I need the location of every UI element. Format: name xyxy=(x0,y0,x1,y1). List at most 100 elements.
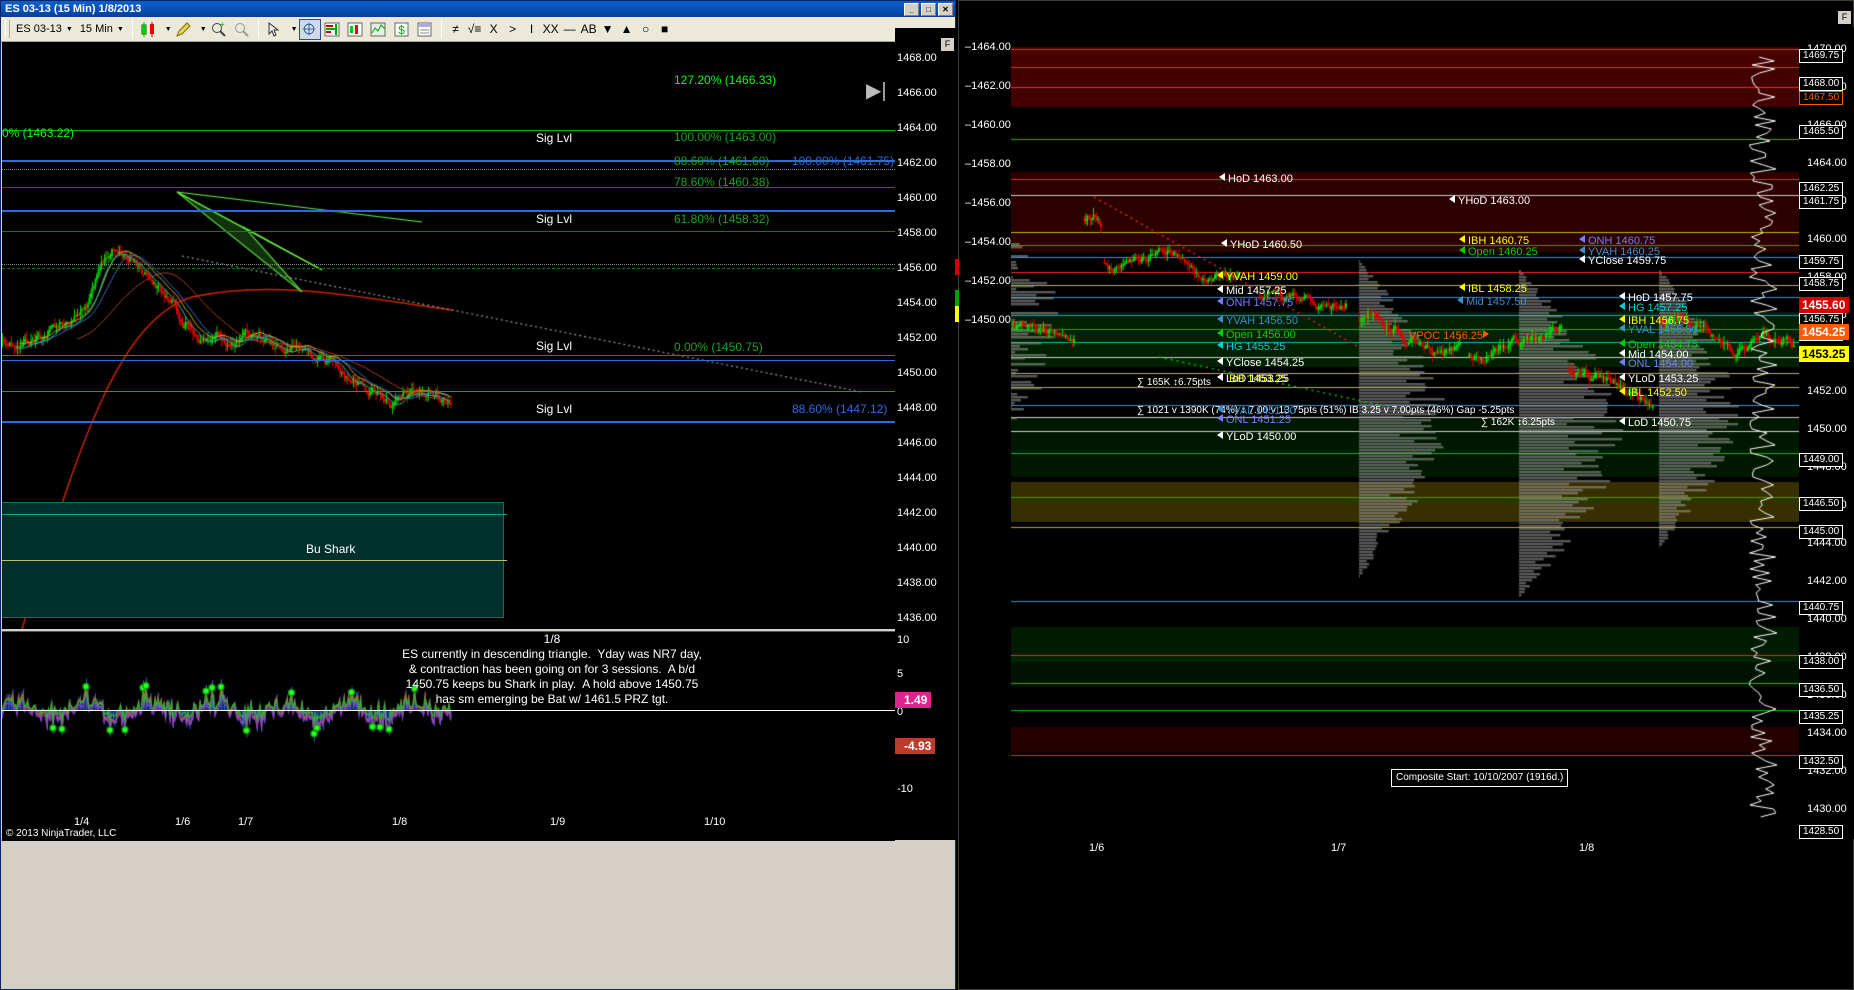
volume-stats-mid: ∑ 165K ↕6.75pts xyxy=(1137,377,1211,389)
crosshair-icon[interactable] xyxy=(299,19,321,40)
maximize-button[interactable]: □ xyxy=(921,3,936,16)
level-box: 1459.75 xyxy=(1799,255,1843,269)
tool-triangle-up-icon[interactable]: ▲ xyxy=(618,22,636,36)
volume-stats-right: ∑ 162K ↕6.25pts xyxy=(1481,417,1555,429)
price-tick: 1442.00 xyxy=(1807,575,1847,587)
tool-not-equal[interactable]: ≠ xyxy=(447,22,465,36)
tool-triangle-down-icon[interactable]: ▼ xyxy=(599,22,617,36)
fib-label-6180: 61.80% (1458.32) xyxy=(674,212,769,226)
level-box: 1458.75 xyxy=(1799,277,1843,291)
sig-line-top xyxy=(2,169,895,170)
bu-shark-label: Bu Shark xyxy=(306,542,355,556)
price-tick: 1454.00 xyxy=(897,297,937,309)
close-button[interactable]: ✕ xyxy=(938,3,953,16)
level-box: 1461.75 xyxy=(1799,195,1843,209)
level-box: 1446.50 xyxy=(1799,497,1843,511)
data-box-icon[interactable] xyxy=(322,19,344,40)
price-tick: 1466.00 xyxy=(897,87,937,99)
left-price-chart[interactable]: Sig Lvl Sig Lvl Sig Lvl Sig Lvl 127.20% … xyxy=(2,42,895,629)
price-tick: –1460.00 xyxy=(965,119,1011,131)
level-box: 1462.25 xyxy=(1799,182,1843,196)
right-x-axis: 1/6 1/7 1/8 xyxy=(959,839,1799,863)
chart-toolbar: ES 03-13 ▼ 15 Min ▼ ▼ ▼ + ▼ xyxy=(1,17,955,42)
chart-type-icon[interactable] xyxy=(345,19,367,40)
indicator-tick: 5 xyxy=(897,668,903,680)
scale-flag-f[interactable]: F xyxy=(1838,11,1851,24)
orange-level-line xyxy=(2,355,895,356)
price-tag-mid-orange-right: 1454.25 xyxy=(1799,324,1849,340)
chevron-down-icon[interactable]: ▼ xyxy=(291,26,298,33)
level-box: 1438.00 xyxy=(1799,655,1843,669)
chevron-down-icon[interactable]: ▼ xyxy=(200,26,207,33)
x-tick: 1/9 xyxy=(550,816,565,828)
indicator-value-lower: -4.93 xyxy=(895,738,935,754)
play-cursor-icon: ▶| xyxy=(866,78,887,103)
tool-ab[interactable]: AB xyxy=(580,22,598,36)
tool-xx[interactable]: XX xyxy=(542,22,560,36)
price-tick: –1454.00 xyxy=(965,236,1011,248)
right-market-profile-chart[interactable]: NR7 54.50 1454.00 1453.50 52.75 1K (88%)… xyxy=(959,27,1799,839)
left-indicator-panel[interactable]: 1/8 ES currently in descending triangle.… xyxy=(2,631,895,811)
fib-label-8860: 88.60% (1461.60) xyxy=(674,154,769,168)
interval-selector[interactable]: 15 Min ▼ xyxy=(77,22,127,36)
price-tick: –1458.00 xyxy=(965,158,1011,170)
svg-text:+: + xyxy=(220,21,225,29)
tool-x[interactable]: X xyxy=(485,22,503,36)
sig-line-lower xyxy=(2,421,895,423)
instrument-selector[interactable]: ES 03-13 ▼ xyxy=(13,22,76,36)
left-price-scale[interactable]: F 1468.00 1466.00 1464.00 1462.00 1460.0… xyxy=(895,28,956,840)
interval-label: 15 Min xyxy=(80,23,113,35)
pencil-icon[interactable] xyxy=(173,19,195,40)
window-controls: _ □ ✕ xyxy=(904,3,953,16)
minimize-button[interactable]: _ xyxy=(904,3,919,16)
price-tick: –1462.00 xyxy=(965,80,1011,92)
session-summary-stats: ∑ 1021 v 1390K (74%) ↕ 7.00 v 13.75pts (… xyxy=(1137,405,1514,417)
indicator-value-upper: 1.49 xyxy=(895,692,931,708)
fib-label-100-blue: 100.00% (1461.75) xyxy=(792,154,894,168)
zoom-out-icon[interactable] xyxy=(231,19,253,40)
price-tick: 1436.00 xyxy=(897,612,937,624)
toolbar-divider xyxy=(258,20,259,38)
tool-square-icon[interactable]: ■ xyxy=(656,22,674,36)
indicator-tick: 10 xyxy=(897,634,909,646)
indicator-icon[interactable] xyxy=(368,19,390,40)
copyright-notice: © 2013 NinjaTrader, LLC xyxy=(6,828,116,839)
shark-zone-line-mid xyxy=(2,560,507,561)
properties-icon[interactable] xyxy=(414,19,436,40)
x-tick: 1/6 xyxy=(175,816,190,828)
trading-platform-screen: ES 03-13 (15 Min) 1/8/2013 _ □ ✕ ES 03-1… xyxy=(0,0,1854,990)
zoom-in-icon[interactable]: + xyxy=(208,19,230,40)
indicator-tick: -10 xyxy=(897,783,913,795)
left-chart-window: ES 03-13 (15 Min) 1/8/2013 _ □ ✕ ES 03-1… xyxy=(0,0,956,990)
instrument-label: ES 03-13 xyxy=(16,23,62,35)
candles-icon[interactable] xyxy=(138,19,160,40)
level-box: 1449.00 xyxy=(1799,453,1843,467)
right-window-header: F xyxy=(959,1,1853,25)
price-tick: –1450.00 xyxy=(965,314,1011,326)
right-chart-window: F NR7 54.50 1454.00 1453.50 52.75 1K (88… xyxy=(958,0,1854,990)
tool-gt[interactable]: > xyxy=(504,22,522,36)
cursor-icon[interactable] xyxy=(264,19,286,40)
x-tick: 1/7 xyxy=(1331,842,1346,854)
toolbar-grip[interactable] xyxy=(5,20,10,38)
dollar-icon[interactable]: $ xyxy=(391,19,413,40)
tool-sqrt[interactable]: √≡ xyxy=(466,22,484,36)
oscillator-zero-line xyxy=(2,710,895,711)
scale-flag-f[interactable]: F xyxy=(941,38,954,51)
sig-lvl-label: Sig Lvl xyxy=(536,339,572,353)
level-box: 1435.25 xyxy=(1799,710,1843,724)
level-box: 1445.00 xyxy=(1799,525,1843,539)
right-price-scale[interactable]: 1470.001468.001466.001464.001462.001460.… xyxy=(1799,27,1854,839)
chevron-down-icon[interactable]: ▼ xyxy=(165,26,172,33)
tool-circle-icon[interactable]: ○ xyxy=(637,22,655,36)
fib-label-000: 0.00% (1450.75) xyxy=(674,340,763,354)
price-tick: –1452.00 xyxy=(965,275,1011,287)
price-tick: 1444.00 xyxy=(897,472,937,484)
fib-label-8860-blue: 88.60% (1447.12) xyxy=(792,402,887,416)
price-tick: 1446.00 xyxy=(897,437,937,449)
tool-i[interactable]: I xyxy=(523,22,541,36)
level-box: 1432.50 xyxy=(1799,755,1843,769)
tool-line[interactable]: — xyxy=(561,22,579,36)
price-tick: 1464.00 xyxy=(897,122,937,134)
price-tick: 1450.00 xyxy=(1807,423,1847,435)
